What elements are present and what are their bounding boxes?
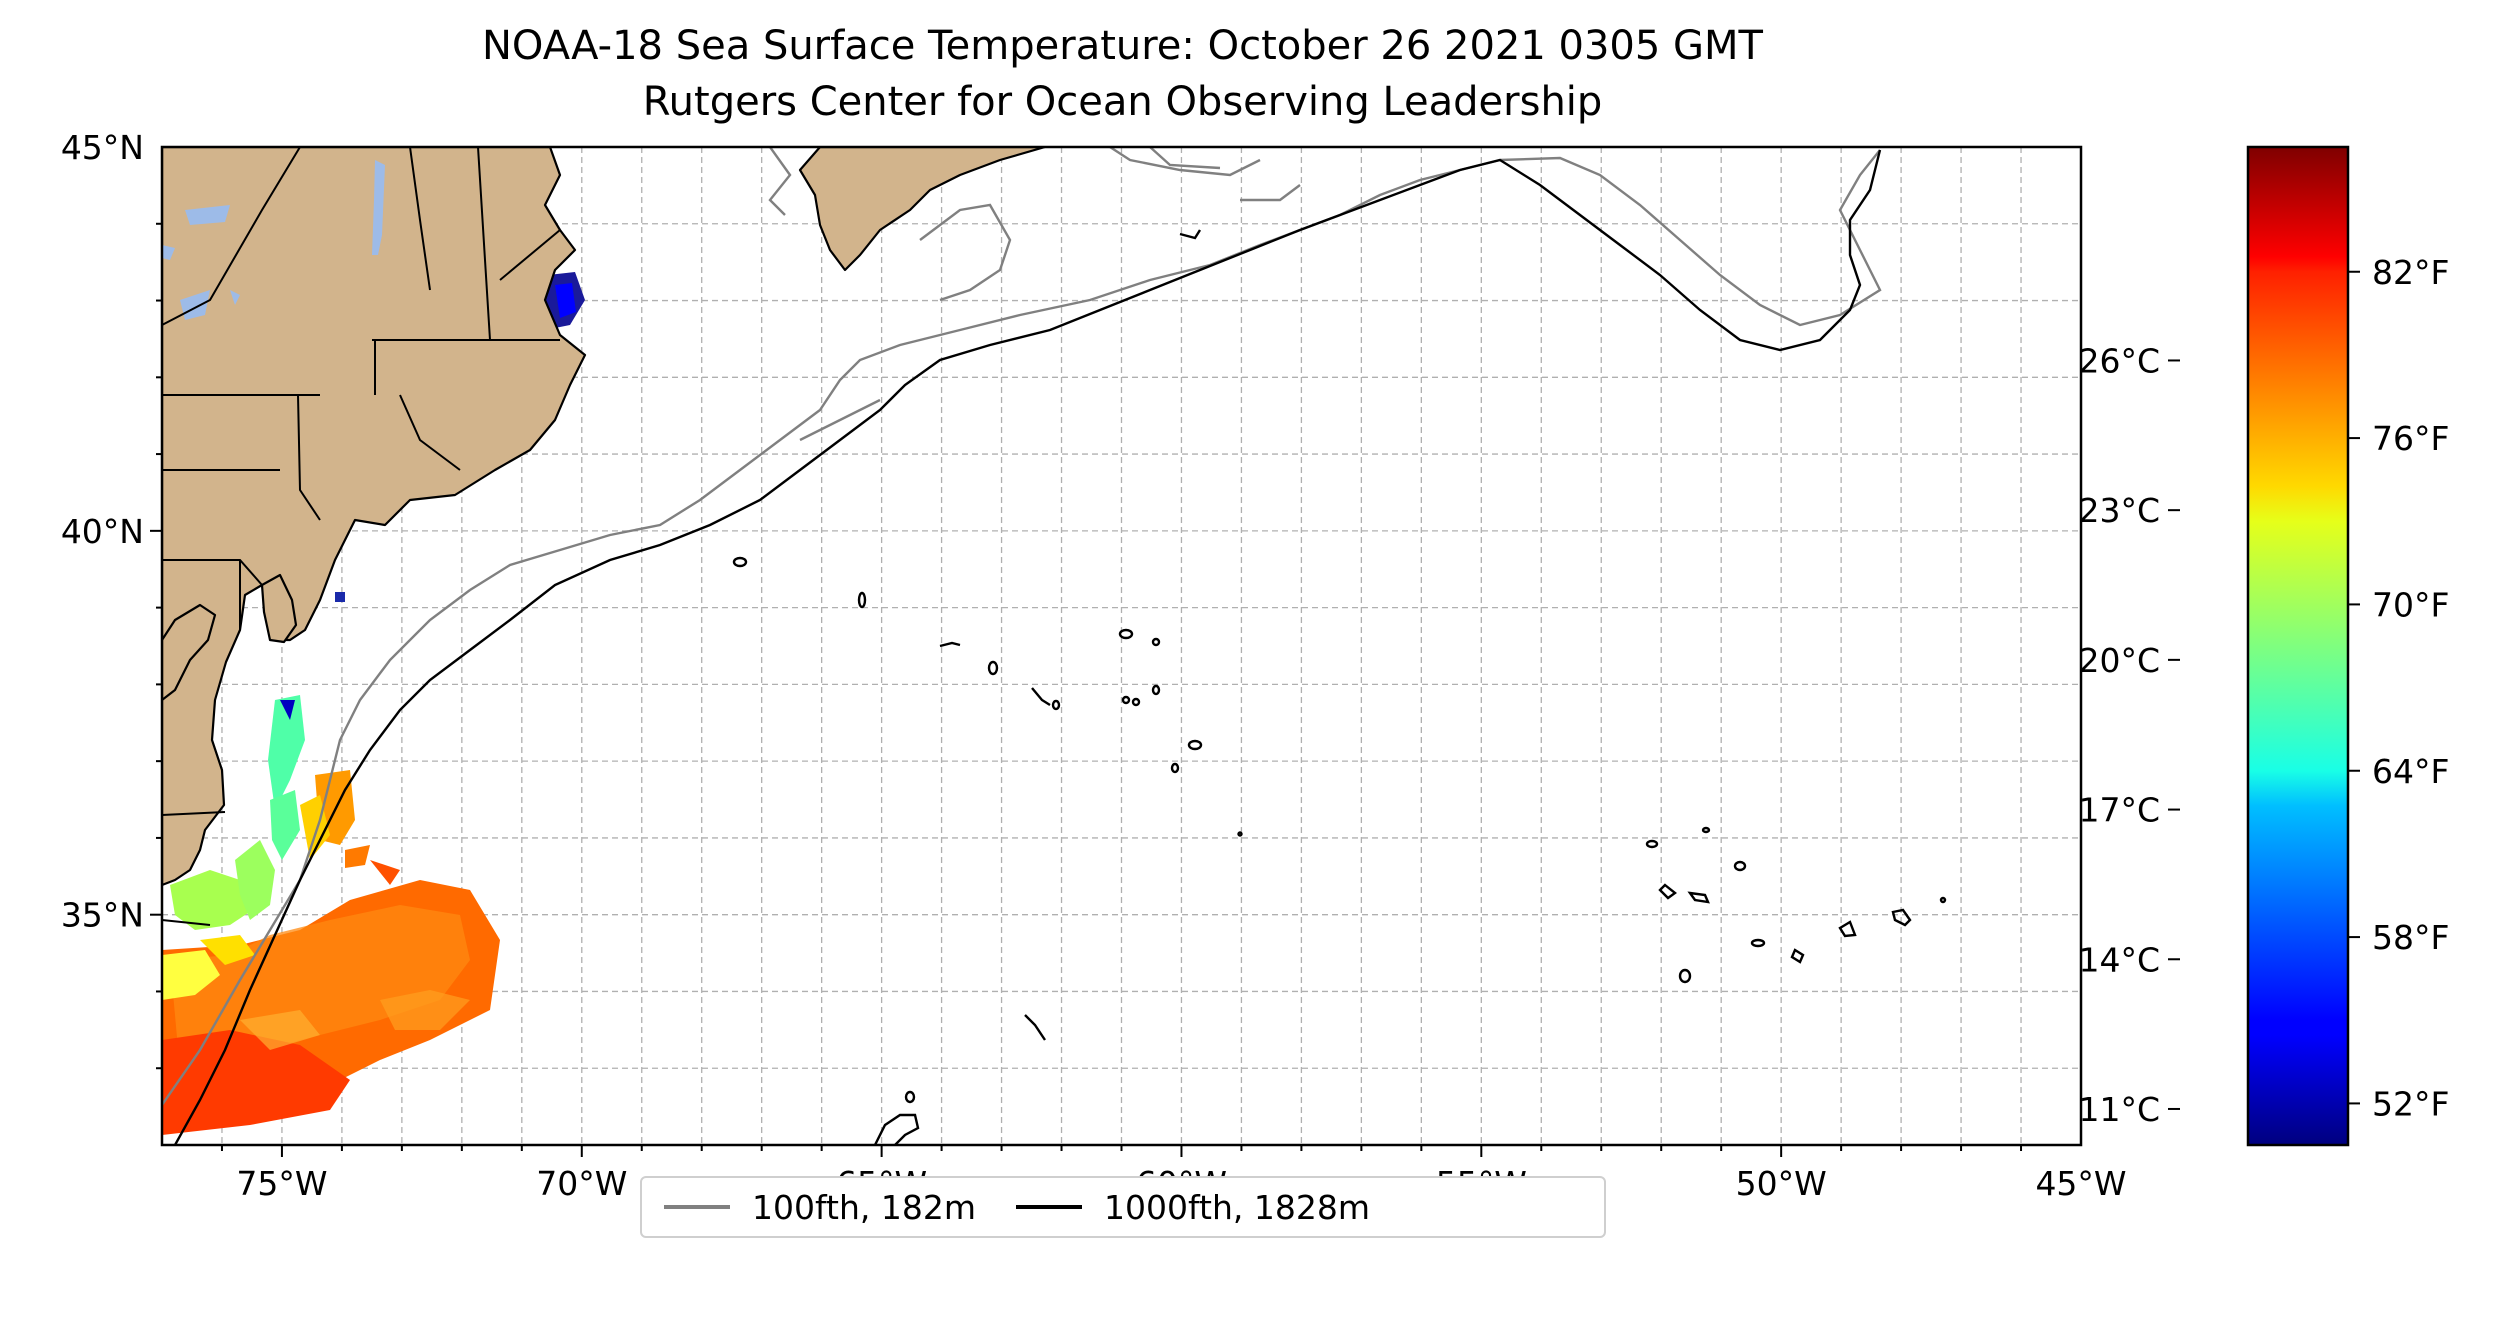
- legend: 100fth, 182m 1000fth, 1828m: [640, 1176, 1606, 1238]
- x-tick-label: 75°W: [236, 1164, 327, 1203]
- colorbar-c-label: 20°C: [2078, 641, 2160, 680]
- land-layer: [162, 147, 1047, 887]
- legend-item-1000fth: 1000fth, 1828m: [1016, 1188, 1370, 1227]
- y-tick-label: 45°N: [61, 128, 144, 167]
- colorbar-f-label: 58°F: [2372, 918, 2449, 957]
- colorbar-f-label: 76°F: [2372, 419, 2449, 458]
- sst-data-layer: [162, 272, 585, 1135]
- colorbar-ticks: 52°F 58°F 64°F 70°F 76°F 82°F 11°C 14°C 17°C 20°C…: [2078, 253, 2449, 1129]
- colorbar-f-label: 64°F: [2372, 752, 2449, 791]
- colorbar-f-label: 70°F: [2372, 585, 2449, 624]
- x-tick-label: 50°W: [1736, 1164, 1827, 1203]
- colorbar: [2246, 145, 2350, 1147]
- legend-swatch-black: [1016, 1205, 1082, 1209]
- map-subtitle: Rutgers Center for Ocean Observing Leade…: [642, 79, 1603, 125]
- colorbar-c-label: 26°C: [2078, 341, 2160, 380]
- legend-label-1000fth: 1000fth, 1828m: [1104, 1187, 1370, 1227]
- colorbar-c-label: 14°C: [2078, 940, 2160, 979]
- legend-item-100fth: 100fth, 182m: [664, 1188, 976, 1227]
- y-tick-label: 35°N: [61, 896, 144, 935]
- legend-swatch-gray: [664, 1205, 730, 1209]
- isobath-1000fth: [173, 149, 1947, 1145]
- state-borders: [162, 147, 561, 926]
- x-tick-label: 45°W: [2035, 1164, 2126, 1203]
- isobath-100fth: [162, 147, 1882, 1106]
- colorbar-f-label: 82°F: [2372, 253, 2449, 292]
- colorbar-c-label: 23°C: [2078, 491, 2160, 530]
- map-title: NOAA-18 Sea Surface Temperature: October…: [482, 23, 1763, 69]
- x-tick-label: 70°W: [536, 1164, 627, 1203]
- colorbar-f-label: 52°F: [2372, 1084, 2449, 1123]
- colorbar-c-label: 17°C: [2078, 791, 2160, 830]
- colorbar-c-label: 11°C: [2078, 1090, 2160, 1129]
- y-tick-label: 40°N: [61, 512, 144, 551]
- legend-label-100fth: 100fth, 182m: [752, 1187, 976, 1227]
